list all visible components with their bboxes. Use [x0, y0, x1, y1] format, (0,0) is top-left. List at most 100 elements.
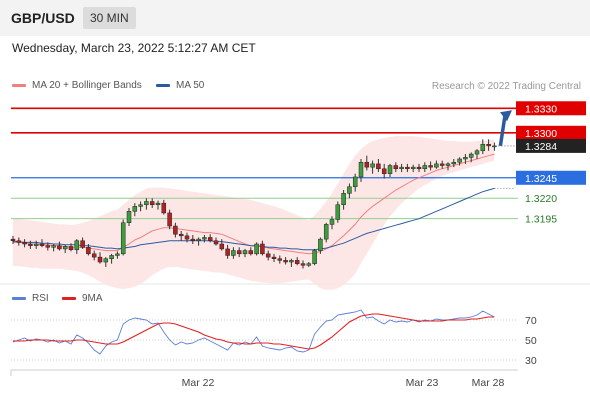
candle-body — [80, 240, 85, 248]
candle-body — [57, 245, 62, 250]
candle-body — [144, 201, 149, 206]
candle-body — [16, 240, 22, 243]
legend-9ma: 9MA — [62, 293, 103, 304]
x-tick-label: Mar 22 — [182, 377, 215, 389]
x-tick-label: Mar 28 — [472, 377, 505, 389]
candle-body — [399, 166, 404, 170]
ma50-line — [13, 187, 495, 251]
level-label: 1.3330 — [525, 103, 557, 115]
candle-body — [480, 143, 486, 152]
candle-body — [451, 161, 457, 165]
source-credit: Research © 2022 Trading Central — [431, 81, 581, 92]
level-label-box — [516, 125, 586, 140]
candle-body — [434, 163, 439, 168]
projection-arrow-shaft — [498, 115, 507, 147]
candle-body — [277, 258, 283, 261]
candle-body — [318, 238, 323, 251]
candle-body — [161, 202, 167, 214]
candle-body — [33, 243, 39, 246]
candle-body — [445, 163, 451, 166]
candle-body — [428, 165, 433, 168]
candle-body — [352, 176, 358, 188]
level-label: 1.3220 — [525, 193, 557, 205]
candle-body — [405, 166, 410, 170]
candle-body — [242, 250, 248, 255]
candle-body — [260, 243, 265, 255]
x-tick-label: Mar 23 — [406, 377, 439, 389]
candle-body — [39, 243, 45, 246]
level-label: 1.3284 — [525, 141, 557, 153]
legend-ma20: MA 20 + Bollinger Bands — [12, 80, 142, 91]
rsi-tick-label: 30 — [525, 355, 537, 367]
legend-ma50: MA 50 — [156, 80, 204, 91]
candle-body — [196, 238, 201, 241]
candle-body — [173, 225, 178, 235]
legend-ma50-label: MA 50 — [176, 80, 205, 91]
candle-body — [207, 237, 213, 241]
candle-body — [439, 163, 445, 166]
candle-body — [236, 250, 242, 255]
level-label-box — [516, 138, 586, 153]
candle-body — [138, 204, 143, 207]
legend-ma20-label: MA 20 + Bollinger Bands — [32, 80, 142, 91]
level-label-box — [516, 101, 586, 116]
candle-body — [492, 145, 497, 148]
level-label: 1.3300 — [525, 128, 557, 140]
candle-body — [294, 260, 300, 264]
legend-rsi-swatch — [12, 296, 26, 300]
candle-body — [393, 165, 399, 170]
candle-body — [231, 250, 236, 256]
legend-rsi-label: RSI — [32, 293, 49, 304]
timeframe-badge[interactable]: 30 MIN — [83, 7, 136, 29]
level-label-box — [516, 170, 586, 185]
candle-body — [271, 256, 277, 259]
currency-pair-title: GBP/USD — [11, 10, 75, 26]
candle-body — [265, 253, 271, 258]
legend-9ma-swatch — [62, 296, 76, 300]
candle-body — [300, 263, 306, 266]
candle-body — [68, 246, 74, 250]
candle-body — [335, 204, 341, 220]
candle-body — [22, 242, 27, 245]
candle-body — [347, 186, 352, 194]
candle-body — [225, 248, 230, 256]
candle-body — [474, 150, 480, 155]
timestamp: Wednesday, March 23, 2022 5:12:27 AM CET — [12, 41, 256, 55]
candle-body — [387, 165, 393, 174]
rsi-series-9ma — [13, 313, 495, 350]
legend-ma20-swatch — [12, 83, 26, 87]
candle-body — [341, 193, 346, 206]
candles — [10, 139, 497, 269]
candle-body — [358, 161, 364, 178]
candle-body — [155, 202, 161, 206]
candle-body — [457, 158, 462, 163]
candle-body — [254, 243, 259, 255]
bollinger-band — [13, 136, 495, 290]
candle-body — [463, 157, 468, 160]
candle-body — [178, 233, 184, 237]
candle-body — [486, 143, 491, 147]
candle-body — [370, 163, 375, 168]
candle-body — [120, 222, 126, 255]
candle-body — [109, 255, 114, 259]
candle-body — [74, 240, 80, 250]
chart-header: GBP/USD 30 MIN — [0, 0, 590, 36]
rsi-tick-label: 70 — [525, 315, 537, 327]
candle-body — [213, 240, 219, 245]
candle-body — [468, 153, 474, 158]
candle-body — [28, 243, 33, 246]
candle-body — [202, 237, 207, 240]
candle-body — [149, 201, 155, 206]
candle-body — [86, 247, 91, 255]
candle-body — [97, 256, 103, 263]
candle-body — [132, 206, 138, 212]
candle-body — [115, 253, 120, 256]
candle-body — [410, 166, 416, 170]
candle-body — [10, 238, 16, 241]
candle-body — [248, 250, 254, 255]
candle-body — [381, 168, 387, 174]
rsi-series-rsi — [12, 309, 495, 355]
level-label: 1.3245 — [525, 173, 557, 185]
legend-rsi: RSI — [12, 293, 49, 304]
